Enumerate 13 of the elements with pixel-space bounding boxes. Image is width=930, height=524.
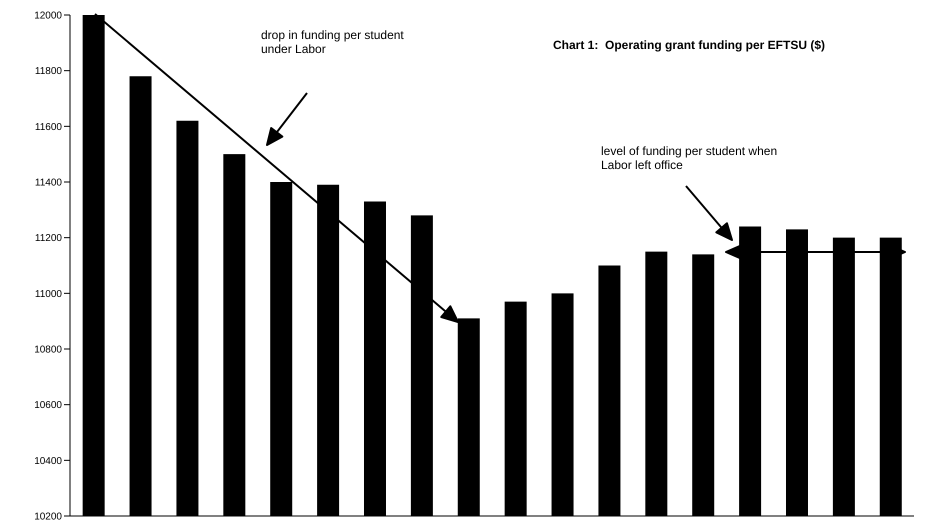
y-tick-label: 11200 bbox=[34, 233, 62, 244]
y-tick-label: 11000 bbox=[34, 288, 62, 300]
y-tick-label: 11400 bbox=[34, 178, 62, 189]
y-tick-label: 10400 bbox=[34, 456, 62, 467]
annotation: drop in funding per student under Labor bbox=[261, 28, 405, 56]
y-tick-label: 12000 bbox=[34, 10, 62, 22]
y-tick-label: 11600 bbox=[34, 122, 62, 133]
annotation: level of funding per student when Labor left office bbox=[601, 144, 778, 172]
y-tick-label: 10600 bbox=[34, 400, 62, 412]
text: Chart 1: Operating grant funding per EFTSU ($) bbox=[553, 38, 826, 52]
y-tick-label: 10800 bbox=[34, 344, 62, 356]
y-tick-label: 11800 bbox=[34, 66, 62, 78]
y-tick-label: 10200 bbox=[34, 512, 62, 523]
